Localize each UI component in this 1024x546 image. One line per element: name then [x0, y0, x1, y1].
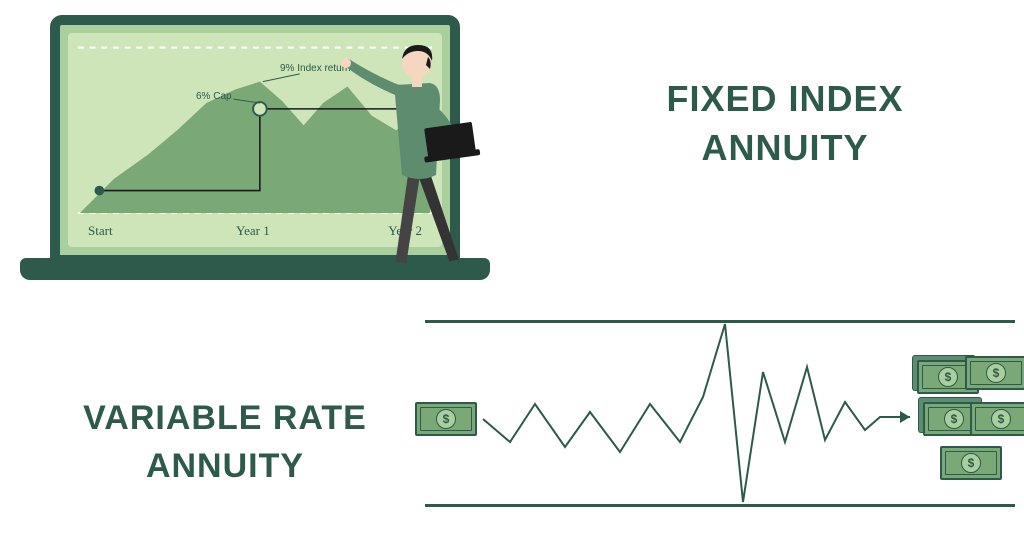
- fixed-title-line1: FIXED INDEX: [595, 75, 975, 124]
- presenter-illustration: [340, 25, 500, 275]
- variable-rate-section: VARIABLE RATE ANNUITY: [0, 290, 1024, 540]
- fixed-index-title: FIXED INDEX ANNUITY: [595, 75, 975, 172]
- cap-label: 6% Cap: [196, 91, 232, 102]
- dollar-bill-input: [415, 402, 477, 436]
- variable-title-line1: VARIABLE RATE: [35, 395, 415, 443]
- dollar-bill-output: [965, 356, 1024, 390]
- fixed-title-line2: ANNUITY: [595, 124, 975, 173]
- axis-year1: Year 1: [236, 223, 270, 239]
- volatility-chart: [425, 312, 1015, 512]
- fixed-index-section: 6% Cap 9% Index return Start Year 1 Year…: [0, 0, 1024, 280]
- dollar-bill-output: [970, 402, 1024, 436]
- variable-title-line2: ANNUITY: [35, 443, 415, 491]
- dollar-bill-output: [940, 446, 1002, 480]
- axis-start: Start: [88, 223, 113, 239]
- variable-rate-title: VARIABLE RATE ANNUITY: [35, 395, 415, 490]
